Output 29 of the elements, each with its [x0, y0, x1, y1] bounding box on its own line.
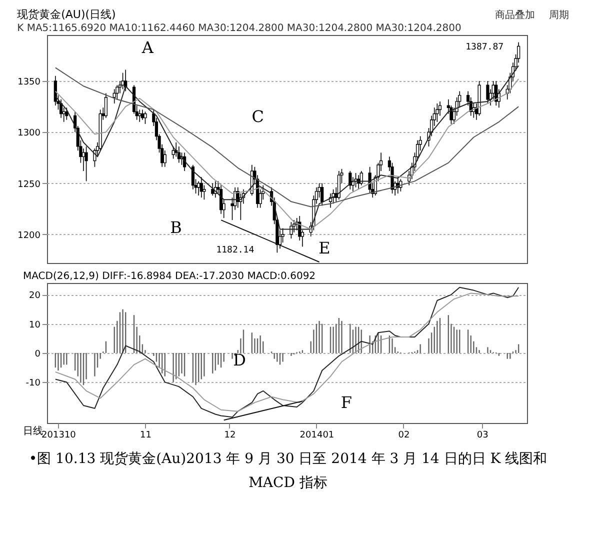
y-tick-label: 20 — [29, 291, 41, 302]
y-tick-label: 1250 — [18, 180, 41, 190]
x-tick-label: 12 — [224, 430, 236, 440]
annotation: F — [340, 393, 352, 412]
x-tick-label: 11 — [140, 430, 152, 440]
x-tick-label: 201310 — [42, 430, 76, 440]
x-tick-label: 02 — [398, 430, 410, 440]
y-tick-label: 1300 — [18, 128, 41, 139]
annotation: B — [170, 218, 182, 237]
text: 周期 — [549, 10, 569, 21]
annotation: C — [252, 106, 264, 126]
x-tick-label: 03 — [476, 430, 488, 440]
text: •图 10.13 现货黄金(Au)2013 年 9 月 30 日至 2014 年 3 月 14 日的日 K 线图和 MACD 指标 — [28, 450, 548, 493]
text: 商品叠加 — [495, 10, 535, 21]
chart-title: MACD(26,12,9) DIFF:-16.8984 DEA:-17.2030 MACD:0.6092 — [23, 271, 316, 282]
y-tick-label: 1200 — [18, 230, 41, 241]
chart-title: 现货黄金(AU)(日线) — [17, 8, 116, 21]
x-tick-label: 201401 — [300, 430, 334, 440]
annotation: 1387.87 — [466, 42, 504, 52]
y-tick-label: 10 — [29, 320, 41, 330]
text: 日线 — [23, 425, 43, 437]
annotation: D — [233, 350, 246, 370]
chart-subtitle: K MA5:1165.6920 MA10:1162.4460 MA30:1204.2800 MA30:1204.2800 MA30:1204.2800 — [17, 23, 462, 34]
y-tick-label: -10 — [26, 378, 41, 389]
annotation: A — [140, 38, 154, 57]
y-tick-label: 1350 — [18, 78, 41, 88]
y-tick-label: 0 — [34, 350, 41, 360]
annotation: E — [318, 238, 330, 258]
annotation: 1182.14 — [216, 246, 254, 256]
